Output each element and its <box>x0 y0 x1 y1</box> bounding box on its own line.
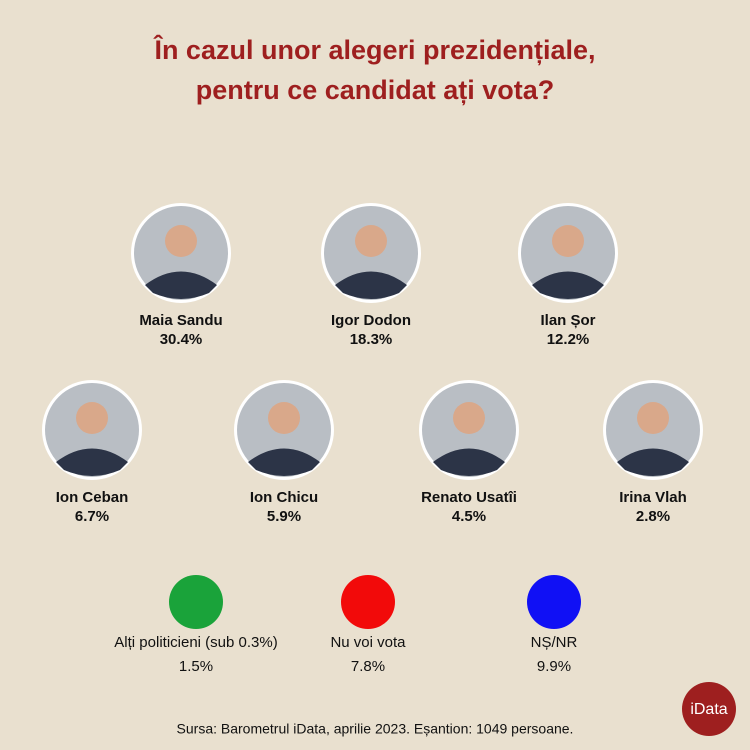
candidate-share: 18.3% <box>350 331 393 348</box>
candidate-name: Ion Ceban <box>56 489 129 506</box>
body <box>56 448 128 476</box>
option-share: 7.8% <box>351 658 385 675</box>
candidate-share: 4.5% <box>452 508 486 525</box>
body <box>433 448 505 476</box>
candidate-share: 30.4% <box>160 331 203 348</box>
head <box>76 402 108 434</box>
head <box>165 225 197 257</box>
candidate-name: Maia Sandu <box>139 312 222 329</box>
head <box>453 402 485 434</box>
head <box>637 402 669 434</box>
title-line: În cazul unor alegeri prezidențiale, <box>152 34 595 65</box>
body <box>145 271 217 299</box>
option-name: Nu voi vota <box>330 634 406 651</box>
option-share: 1.5% <box>179 658 213 675</box>
body <box>248 448 320 476</box>
candidate-name: Ion Chicu <box>250 489 318 506</box>
candidate-share: 5.9% <box>267 508 301 525</box>
head <box>552 225 584 257</box>
candidate-share: 12.2% <box>547 331 590 348</box>
body <box>335 271 407 299</box>
head <box>268 402 300 434</box>
head <box>355 225 387 257</box>
title-line: pentru ce candidat ați vota? <box>196 75 555 105</box>
candidate-name: Igor Dodon <box>331 312 411 329</box>
option-dot <box>169 575 223 629</box>
logo: iData <box>690 701 727 718</box>
candidate-name: Renato Usatîi <box>421 489 517 506</box>
option-name: NȘ/NR <box>531 634 578 651</box>
logo-badge <box>682 682 736 736</box>
option-dot <box>341 575 395 629</box>
option-dot <box>527 575 581 629</box>
option-name: Alți politicieni (sub 0.3%) <box>114 634 277 651</box>
candidate-share: 2.8% <box>636 508 670 525</box>
candidate-share: 6.7% <box>75 508 109 525</box>
candidate-name: Ilan Șor <box>540 312 595 329</box>
body <box>532 271 604 299</box>
candidate-name: Irina Vlah <box>619 489 687 506</box>
footer: Sursa: Barometrul iData, aprilie 2023. E… <box>177 721 574 737</box>
body <box>617 448 689 476</box>
option-share: 9.9% <box>537 658 571 675</box>
